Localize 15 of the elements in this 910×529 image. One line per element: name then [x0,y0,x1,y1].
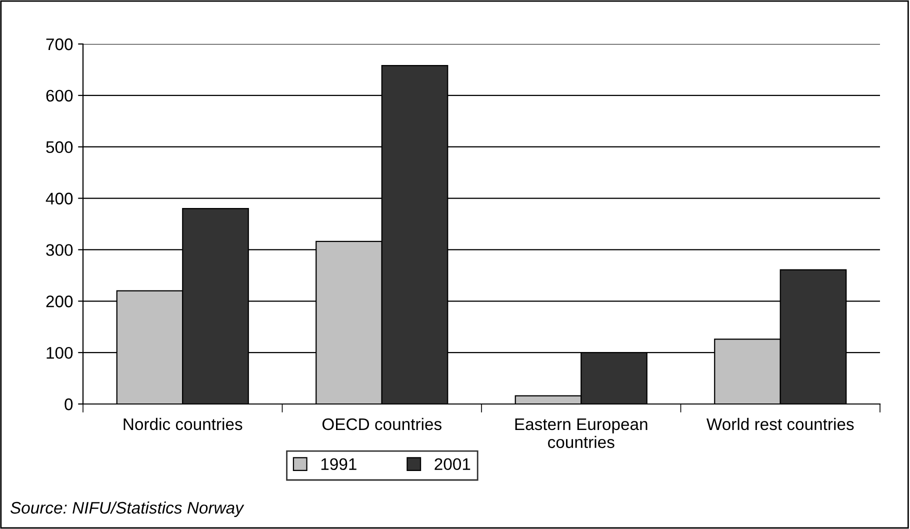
x-tick-label: Nordic countries [124,418,242,430]
y-tick-label: 400 [46,192,73,204]
x-tick-label: World rest countries [706,418,854,430]
x-tick-label: Eastern European countries [515,418,648,448]
y-tick-label: 100 [46,346,73,359]
source-note: Source: NIFU/Statistics Norway [10,501,244,517]
legend-label: 1991 [321,458,356,470]
legend-label: 2001 [434,458,470,470]
y-tick-label: 0 [64,398,73,410]
x-tick-label: OECD countries [322,418,442,430]
y-tick-label: 500 [46,141,73,154]
y-tick-label: 600 [46,90,73,102]
y-tick-label: 200 [46,296,73,308]
y-tick-label: 700 [46,38,73,50]
y-tick-label: 300 [46,244,73,256]
